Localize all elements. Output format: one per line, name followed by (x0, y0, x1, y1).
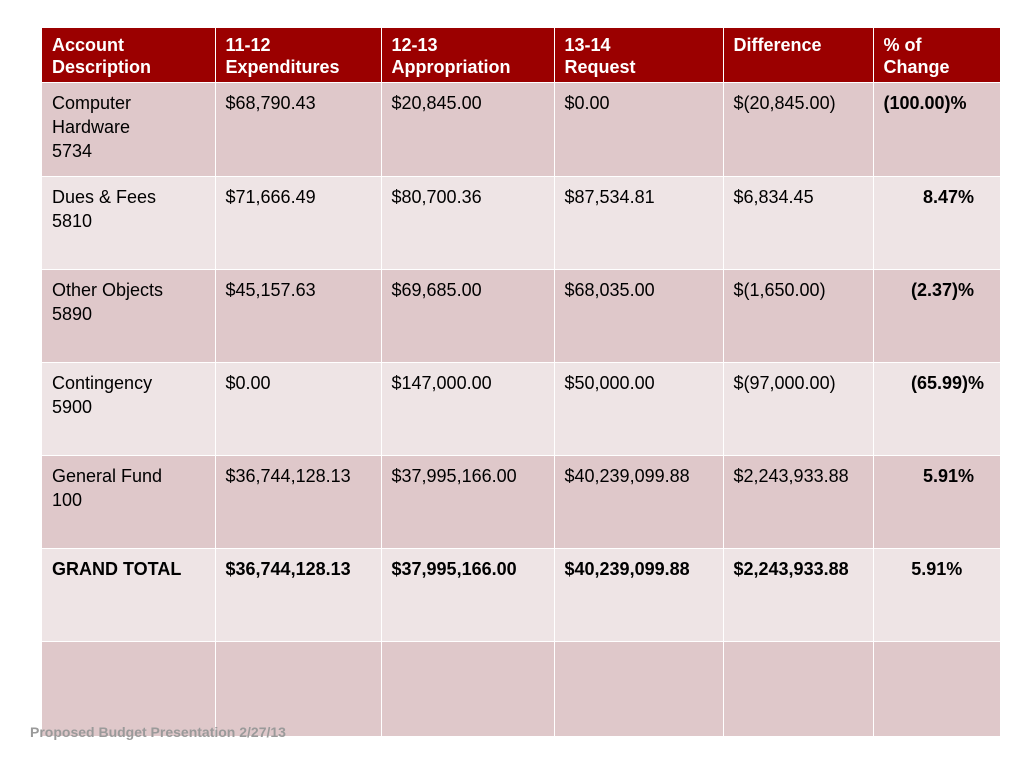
grand-total-row: GRAND TOTAL $36,744,128.13 $37,995,166.0… (42, 548, 1000, 642)
row-description: General Fund 100 (42, 455, 216, 549)
table-row: General Fund 100 $36,744,128.13 $37,995,1… (42, 455, 1000, 549)
header-appropriation: 12-13 Appropriation (381, 28, 555, 83)
header-row: Account Description 11-12 Expenditures 12-… (42, 28, 1000, 83)
footer-text: Proposed Budget Presentation 2/27/13 (30, 724, 286, 740)
row-expenditures: $0.00 (215, 362, 382, 456)
row-description: Computer Hardware 5734 (42, 82, 216, 177)
table-row: Contingency 5900 $0.00 $147,000.00 $50,00… (42, 362, 1000, 456)
row-request: $0.00 (554, 82, 724, 177)
row-expenditures: $45,157.63 (215, 269, 382, 363)
row-percent-change: 8.47% (873, 176, 1000, 270)
empty-cell (42, 641, 216, 736)
budget-table: Account Description 11-12 Expenditures 12-… (42, 28, 1000, 736)
row-description: Dues & Fees 5810 (42, 176, 216, 270)
row-percent-change: (65.99)% (873, 362, 1000, 456)
empty-row (42, 641, 1000, 736)
row-expenditures: $68,790.43 (215, 82, 382, 177)
table-row: Dues & Fees 5810 $71,666.49 $80,700.36 $8… (42, 176, 1000, 270)
empty-cell (873, 641, 1000, 736)
row-difference: $(1,650.00) (723, 269, 874, 363)
total-request: $40,239,099.88 (554, 548, 724, 642)
row-percent-change: (100.00)% (873, 82, 1000, 177)
row-expenditures: $36,744,128.13 (215, 455, 382, 549)
total-difference: $2,243,933.88 (723, 548, 874, 642)
header-percent-change: % of Change (873, 28, 1000, 83)
row-percent-change: 5.91% (873, 455, 1000, 549)
total-appropriation: $37,995,166.00 (381, 548, 555, 642)
table-row: Computer Hardware 5734 $68,790.43 $20,845.… (42, 82, 1000, 177)
row-difference: $6,834.45 (723, 176, 874, 270)
row-request: $40,239,099.88 (554, 455, 724, 549)
row-difference: $(20,845.00) (723, 82, 874, 177)
row-appropriation: $69,685.00 (381, 269, 555, 363)
row-difference: $(97,000.00) (723, 362, 874, 456)
total-expenditures: $36,744,128.13 (215, 548, 382, 642)
table-row: Other Objects 5890 $45,157.63 $69,685.00 … (42, 269, 1000, 363)
row-appropriation: $20,845.00 (381, 82, 555, 177)
row-request: $68,035.00 (554, 269, 724, 363)
empty-cell (723, 641, 874, 736)
header-account-description: Account Description (42, 28, 216, 83)
header-request: 13-14 Request (554, 28, 724, 83)
row-description: Other Objects 5890 (42, 269, 216, 363)
row-appropriation: $147,000.00 (381, 362, 555, 456)
row-difference: $2,243,933.88 (723, 455, 874, 549)
row-request: $87,534.81 (554, 176, 724, 270)
row-percent-change: (2.37)% (873, 269, 1000, 363)
total-label: GRAND TOTAL (42, 548, 216, 642)
empty-cell (381, 641, 555, 736)
empty-cell (554, 641, 724, 736)
row-request: $50,000.00 (554, 362, 724, 456)
empty-cell (215, 641, 382, 736)
row-expenditures: $71,666.49 (215, 176, 382, 270)
row-appropriation: $80,700.36 (381, 176, 555, 270)
header-difference: Difference (723, 28, 874, 83)
total-percent-change: 5.91% (873, 548, 1000, 642)
header-expenditures: 11-12 Expenditures (215, 28, 382, 83)
row-description: Contingency 5900 (42, 362, 216, 456)
row-appropriation: $37,995,166.00 (381, 455, 555, 549)
